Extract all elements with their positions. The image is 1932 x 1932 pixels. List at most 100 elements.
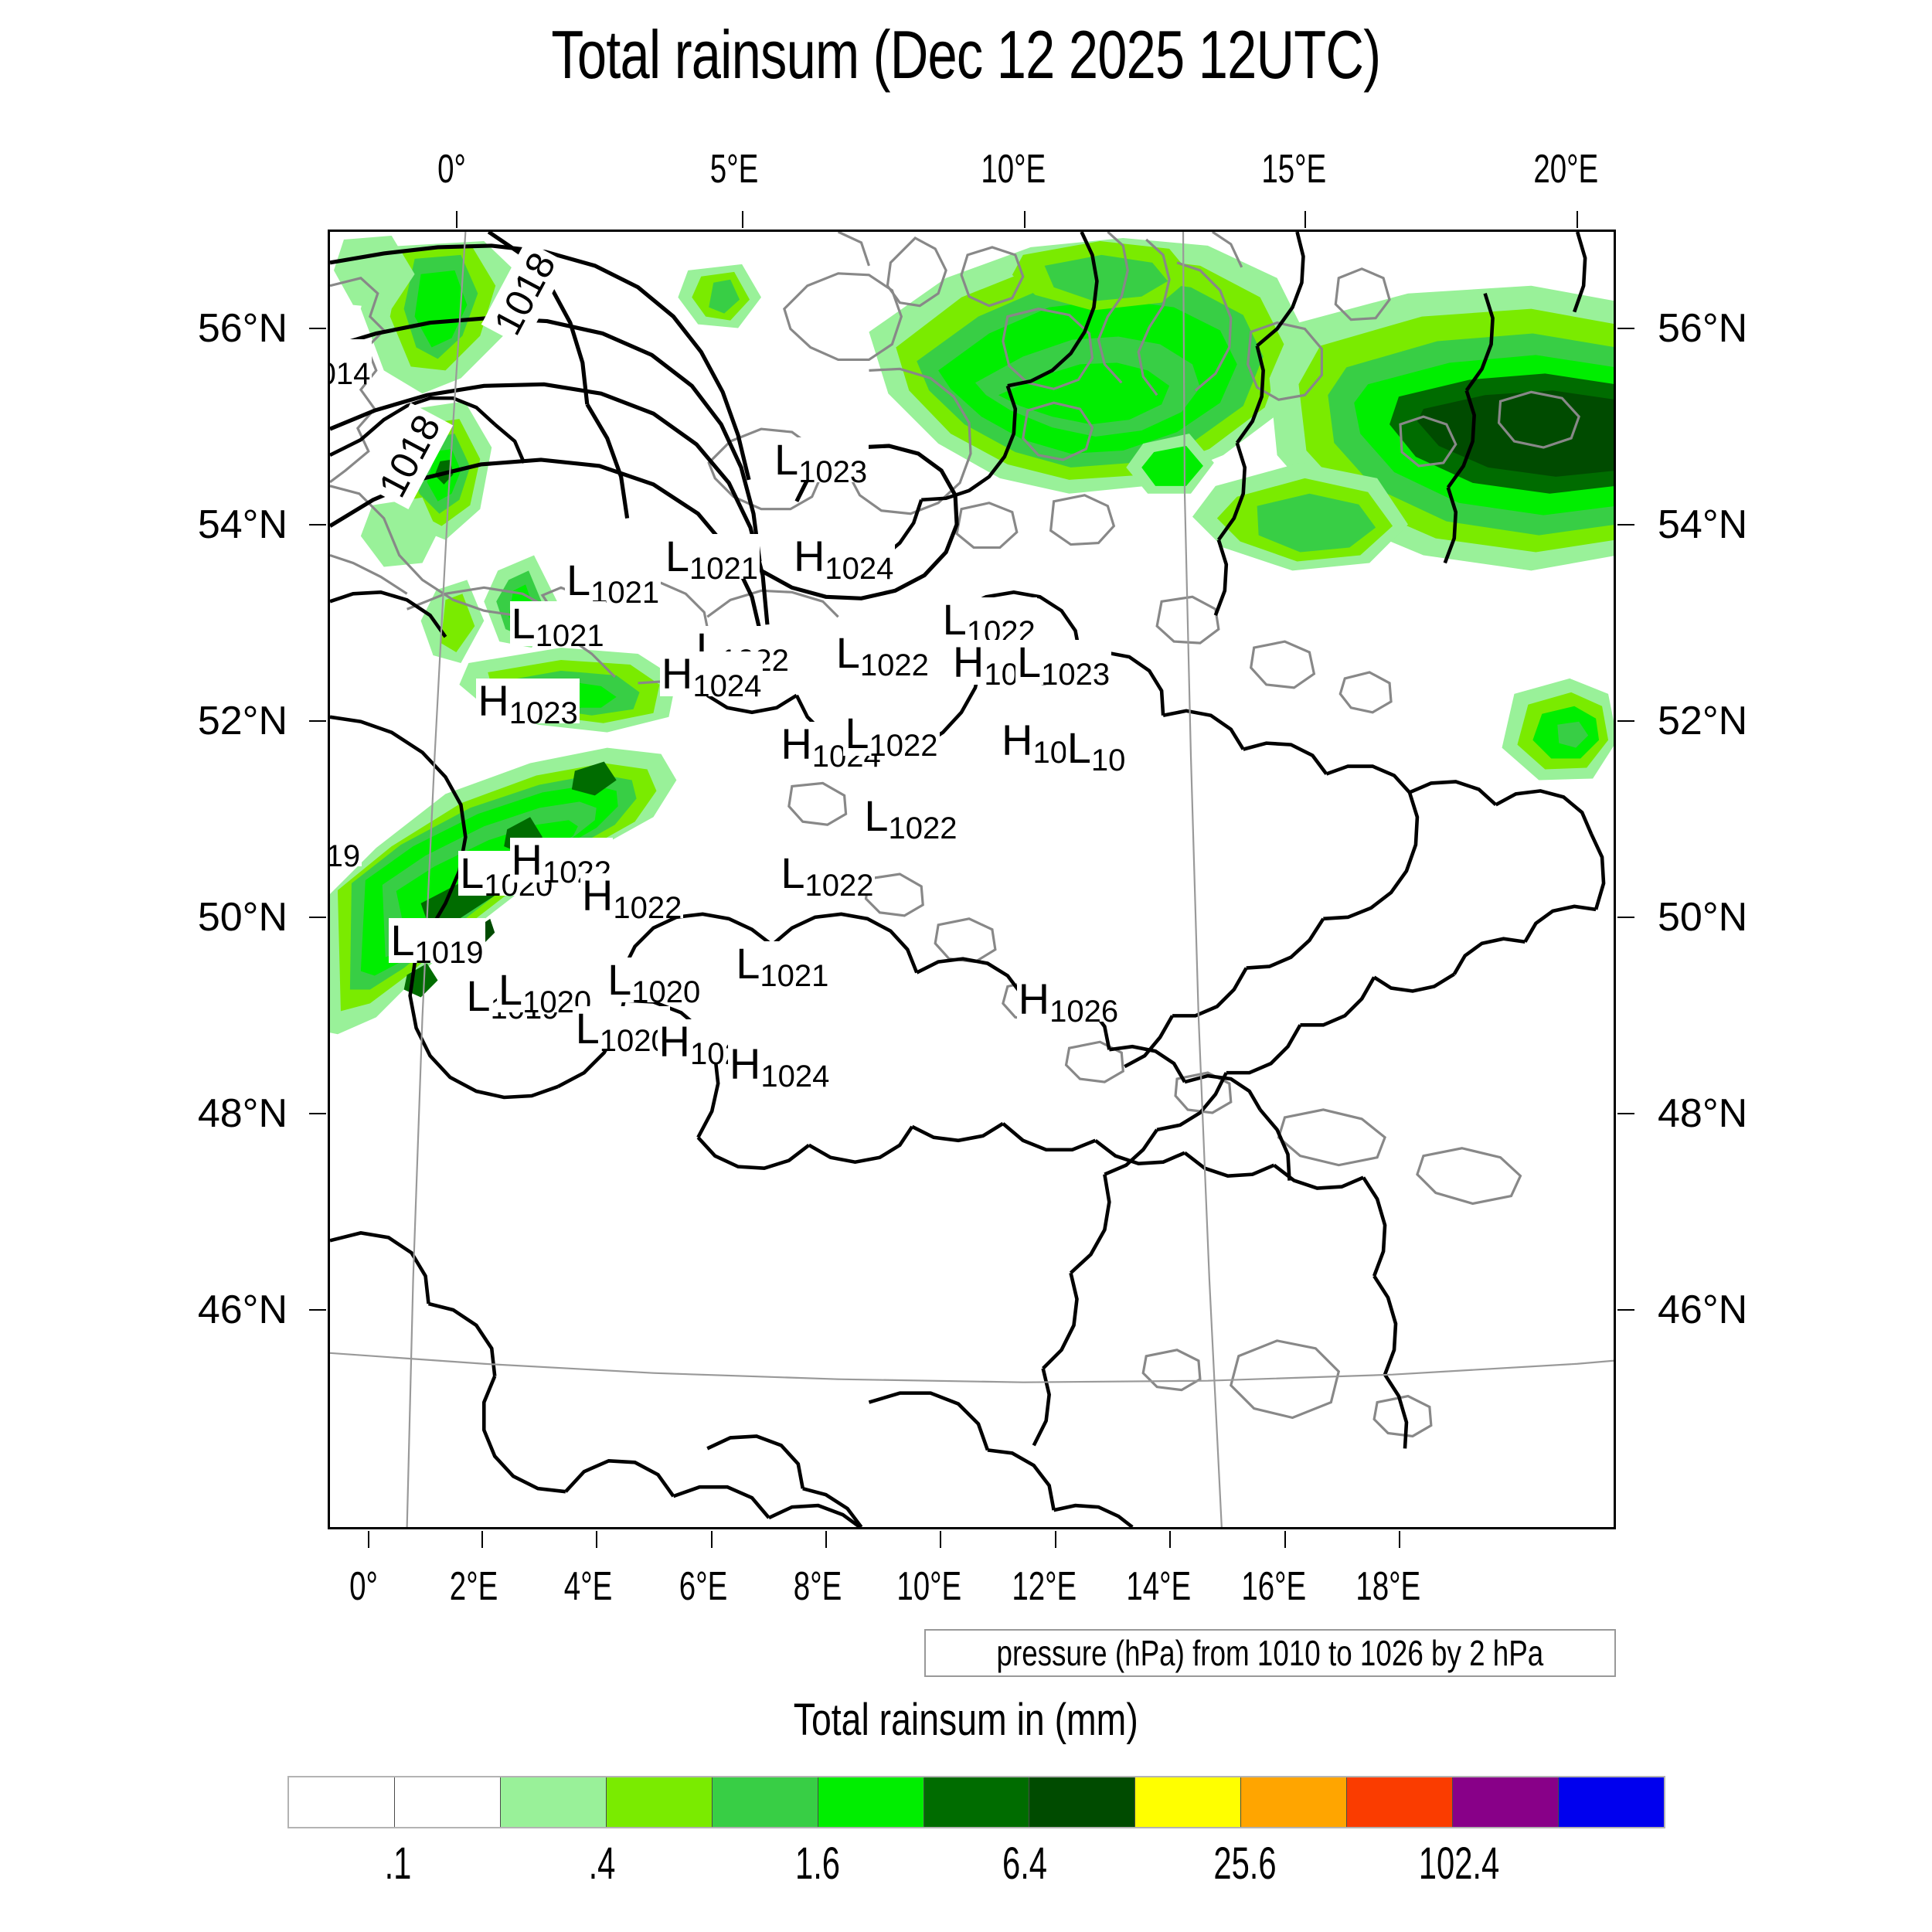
pressure-centre-l-1022: L1022 <box>779 849 876 903</box>
axis-label-left: 54°N <box>197 502 287 547</box>
axis-label-left: 46°N <box>197 1287 287 1332</box>
axis-label-top: 0° <box>437 147 466 192</box>
pressure-centre-l-1019: L1019 <box>330 821 362 872</box>
pressure-centre-h-1023: H1023 <box>476 676 580 731</box>
pressure-centre-h-1022: H1022 <box>580 870 684 925</box>
pressure-centre-h-1024: H1024 <box>659 649 764 704</box>
pressure-centre-l-10: L10 <box>1065 723 1128 777</box>
axis-label-bottom: 8°E <box>793 1564 842 1609</box>
axis-tick-right <box>1617 327 1634 329</box>
colorbar-segment-1[interactable] <box>394 1777 501 1827</box>
colorbar-segment-9[interactable] <box>1241 1777 1348 1827</box>
axis-label-right: 52°N <box>1658 698 1748 743</box>
pressure-centre-l-1019: L1019 <box>389 916 485 971</box>
axis-tick-right <box>1617 719 1634 722</box>
axis-tick-right <box>1617 916 1634 918</box>
coastlines <box>330 232 1580 1438</box>
axis-tick-left <box>309 523 326 526</box>
axis-label-right: 50°N <box>1658 894 1748 940</box>
pressure-centre-l-1020: L1020 <box>606 954 702 1009</box>
colorbar-tick-label: 102.4 <box>1418 1838 1499 1889</box>
axis-label-bottom: 2°E <box>449 1564 498 1609</box>
precip-region-carpathian <box>1502 678 1614 781</box>
pressure-centre-l-1022: L1022 <box>843 709 940 764</box>
axis-tick-bottom <box>940 1531 942 1548</box>
colorbar-tick-label: 1.6 <box>795 1838 841 1889</box>
axis-tick-top <box>1304 211 1307 228</box>
axis-label-left: 50°N <box>197 894 287 940</box>
axis-tick-right <box>1617 523 1634 526</box>
pressure-centre-l-1021: L1021 <box>564 556 662 611</box>
colorbar-segment-7[interactable] <box>1029 1777 1136 1827</box>
axis-tick-right <box>1617 1112 1634 1114</box>
axis-label-right: 54°N <box>1658 502 1748 547</box>
pressure-centre-l-1022: L1022 <box>834 628 930 683</box>
colorbar-tick-label: 25.6 <box>1213 1838 1277 1889</box>
axis-label-bottom: 14°E <box>1126 1564 1192 1609</box>
axis-tick-bottom <box>1169 1531 1172 1548</box>
precip-region-scotland <box>333 235 523 567</box>
axis-tick-left <box>309 916 326 918</box>
colorbar-segment-11[interactable] <box>1453 1777 1560 1827</box>
axis-tick-bottom <box>1054 1531 1056 1548</box>
axis-label-left: 52°N <box>197 698 287 743</box>
colorbar-tick-label: .1 <box>384 1838 412 1889</box>
axis-label-bottom: 10°E <box>896 1564 962 1609</box>
colorbar-segment-0[interactable] <box>289 1777 395 1827</box>
axis-label-bottom: 0° <box>349 1564 379 1609</box>
pressure-centre-l-1023: L1023 <box>1015 637 1112 692</box>
pressure-centre-h-1024: H1024 <box>791 531 896 586</box>
axis-tick-left <box>309 719 326 722</box>
axis-label-top: 5°E <box>709 147 759 192</box>
axis-tick-left <box>309 327 326 329</box>
colorbar-segment-6[interactable] <box>923 1777 1030 1827</box>
axis-tick-top <box>1023 211 1026 228</box>
page-title: Total rainsum (Dec 12 2025 12UTC) <box>551 16 1382 93</box>
axis-tick-right <box>1617 1308 1634 1311</box>
pressure-centre-l-1020: L1020 <box>573 1004 670 1059</box>
axis-label-top: 15°E <box>1261 147 1327 192</box>
map-frame[interactable]: 1018 1018 L1014H1023L1023L1021L1021L1021… <box>328 230 1616 1529</box>
axis-label-bottom: 4°E <box>564 1564 613 1609</box>
colorbar-segment-5[interactable] <box>818 1777 924 1827</box>
axis-tick-bottom <box>481 1531 484 1548</box>
axis-label-top: 10°E <box>981 147 1046 192</box>
axis-label-right: 46°N <box>1658 1287 1748 1332</box>
colorbar-title: Total rainsum in (mm) <box>793 1695 1139 1745</box>
axis-label-right: 48°N <box>1658 1090 1748 1136</box>
axis-tick-bottom <box>710 1531 713 1548</box>
colorbar-segment-3[interactable] <box>606 1777 713 1827</box>
axis-tick-bottom <box>596 1531 598 1548</box>
axis-tick-top <box>741 211 743 228</box>
axis-label-bottom: 16°E <box>1240 1564 1306 1609</box>
pressure-centre-l-1021: L1021 <box>734 939 831 994</box>
pressure-centre-h-1026: H1026 <box>1016 974 1121 1029</box>
axis-label-bottom: 12°E <box>1012 1564 1077 1609</box>
axis-label-top: 20°E <box>1533 147 1599 192</box>
axis-tick-left <box>309 1112 326 1114</box>
colorbar-segment-8[interactable] <box>1135 1777 1242 1827</box>
pressure-centre-l-1021: L1021 <box>509 598 606 653</box>
colorbar-segment-2[interactable] <box>500 1777 607 1827</box>
axis-label-bottom: 18°E <box>1355 1564 1421 1609</box>
colorbar-segment-10[interactable] <box>1347 1777 1454 1827</box>
pressure-centre-l-1023: L1023 <box>773 435 869 490</box>
pressure-centre-l-1022: L1022 <box>862 791 959 846</box>
colorbar-tick-label: .4 <box>588 1838 615 1889</box>
graticule <box>330 232 1614 1527</box>
colorbar-segment-12[interactable] <box>1559 1777 1664 1827</box>
colorbar[interactable] <box>287 1776 1665 1828</box>
axis-tick-left <box>309 1308 326 1311</box>
axis-label-bottom: 6°E <box>679 1564 728 1609</box>
axis-tick-top <box>455 211 457 228</box>
colorbar-labels: .1 .4 1.6 6.4 25.6 102.4 <box>287 1838 1665 1900</box>
colorbar-tick-label: 6.4 <box>1002 1838 1047 1889</box>
pressure-centre-l-1021: L1021 <box>663 531 760 586</box>
pressure-legend: pressure (hPa) from 1010 to 1026 by 2 hP… <box>924 1629 1616 1677</box>
axis-tick-bottom <box>825 1531 828 1548</box>
colorbar-segment-4[interactable] <box>712 1777 818 1827</box>
axis-tick-bottom <box>368 1531 370 1548</box>
precip-region-north-sea <box>678 264 761 328</box>
political-borders <box>330 232 1606 1527</box>
pressure-centre-l-1022: L1022 <box>940 594 1037 649</box>
